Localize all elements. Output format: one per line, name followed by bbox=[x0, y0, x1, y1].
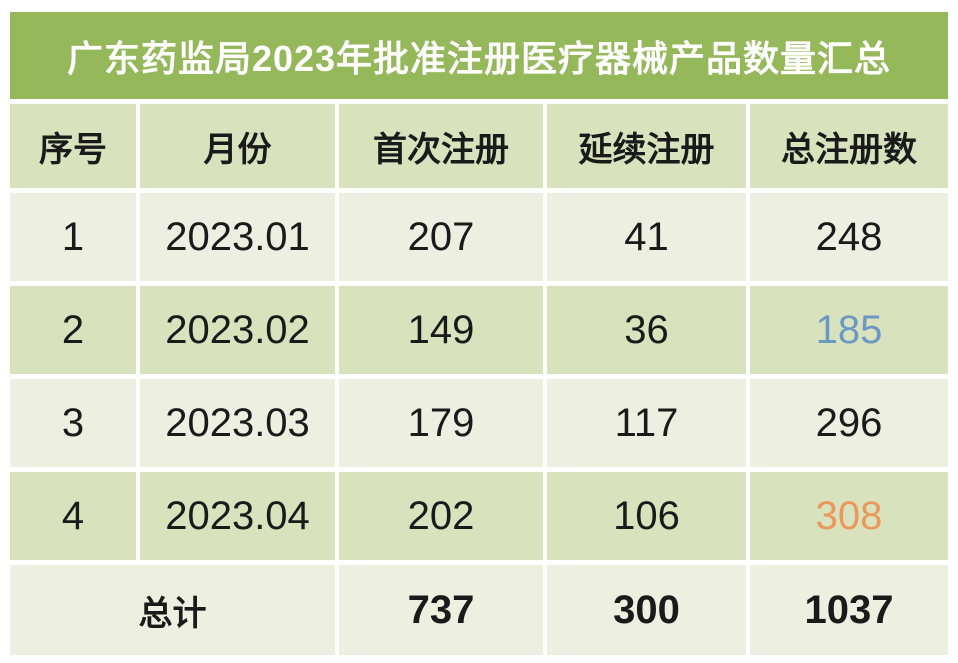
cell-month: 2023.02 bbox=[140, 286, 335, 374]
page-title-banner: 广东药监局2023年批准注册医疗器械产品数量汇总 bbox=[10, 12, 948, 99]
col-header-first-registration: 首次注册 bbox=[339, 104, 543, 188]
cell-index: 3 bbox=[10, 379, 136, 467]
cell-total-registrations: 308 bbox=[750, 472, 948, 560]
cell-total-registrations: 296 bbox=[750, 379, 948, 467]
cell-first-registration: 207 bbox=[339, 193, 543, 281]
cell-first-registration: 179 bbox=[339, 379, 543, 467]
cell-index: 2 bbox=[10, 286, 136, 374]
page-title: 广东药监局2023年批准注册医疗器械产品数量汇总 bbox=[66, 37, 892, 79]
cell-renewal-registration: 41 bbox=[547, 193, 746, 281]
cell-month: 2023.03 bbox=[140, 379, 335, 467]
summary-renewal-registration: 300 bbox=[547, 565, 746, 655]
col-header-month: 月份 bbox=[140, 104, 335, 188]
summary-total-registrations: 1037 bbox=[750, 565, 948, 655]
cell-month: 2023.01 bbox=[140, 193, 335, 281]
col-header-index: 序号 bbox=[10, 104, 136, 188]
col-header-total-registrations: 总注册数 bbox=[750, 104, 948, 188]
cell-total-registrations: 248 bbox=[750, 193, 948, 281]
cell-first-registration: 202 bbox=[339, 472, 543, 560]
cell-renewal-registration: 106 bbox=[547, 472, 746, 560]
cell-index: 4 bbox=[10, 472, 136, 560]
summary-label: 总计 bbox=[10, 565, 335, 655]
cell-month: 2023.04 bbox=[140, 472, 335, 560]
cell-renewal-registration: 36 bbox=[547, 286, 746, 374]
cell-index: 1 bbox=[10, 193, 136, 281]
col-header-renewal-registration: 延续注册 bbox=[547, 104, 746, 188]
registration-summary-table: 序号 月份 首次注册 延续注册 总注册数 1 2023.01 207 41 24… bbox=[10, 104, 948, 655]
cell-total-registrations: 185 bbox=[750, 286, 948, 374]
summary-first-registration: 737 bbox=[339, 565, 543, 655]
cell-renewal-registration: 117 bbox=[547, 379, 746, 467]
page: 广东药监局2023年批准注册医疗器械产品数量汇总 序号 月份 首次注册 延续注册… bbox=[10, 12, 948, 655]
cell-first-registration: 149 bbox=[339, 286, 543, 374]
